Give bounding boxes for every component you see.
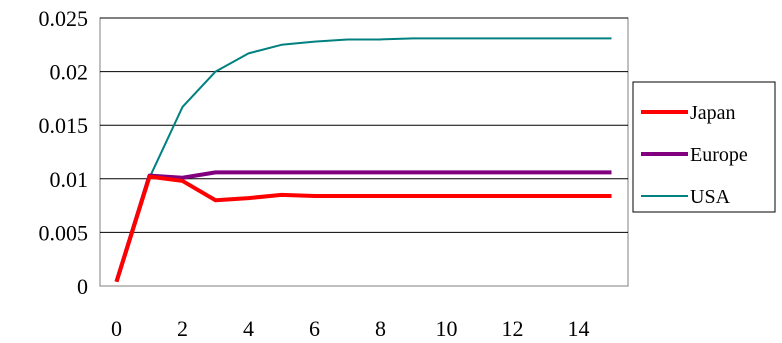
series-lines xyxy=(114,37,612,283)
x-tick-label: 4 xyxy=(243,316,254,341)
series-line-usa xyxy=(115,37,612,283)
x-tick-label: 14 xyxy=(568,316,590,341)
x-tick-label: 8 xyxy=(375,316,386,341)
series-line-japan xyxy=(114,174,612,283)
legend-label-usa: USA xyxy=(690,186,731,208)
legend-label-europe: Europe xyxy=(690,144,748,166)
plot-area xyxy=(99,17,629,287)
x-tick-label: 12 xyxy=(502,316,524,341)
x-axis-tick-labels: 0 2 4 6 8 10 12 14 xyxy=(111,316,590,341)
y-tick-label: 0.01 xyxy=(50,167,89,192)
series-line-europe xyxy=(114,170,612,283)
x-tick-label: 2 xyxy=(177,316,188,341)
y-tick-label: 0 xyxy=(77,274,88,299)
y-axis-tick-labels: 0 0.005 0.01 0.015 0.02 0.025 xyxy=(39,6,89,299)
legend: Japan Europe USA xyxy=(632,81,776,213)
y-tick-label: 0.015 xyxy=(39,113,89,138)
x-tick-label: 0 xyxy=(111,316,122,341)
y-tick-label: 0.02 xyxy=(50,60,89,85)
x-tick-label: 6 xyxy=(309,316,320,341)
x-tick-label: 10 xyxy=(436,316,458,341)
y-tick-label: 0.025 xyxy=(39,6,89,31)
legend-box xyxy=(632,81,776,213)
y-tick-label: 0.005 xyxy=(39,220,89,245)
legend-label-japan: Japan xyxy=(690,102,736,124)
